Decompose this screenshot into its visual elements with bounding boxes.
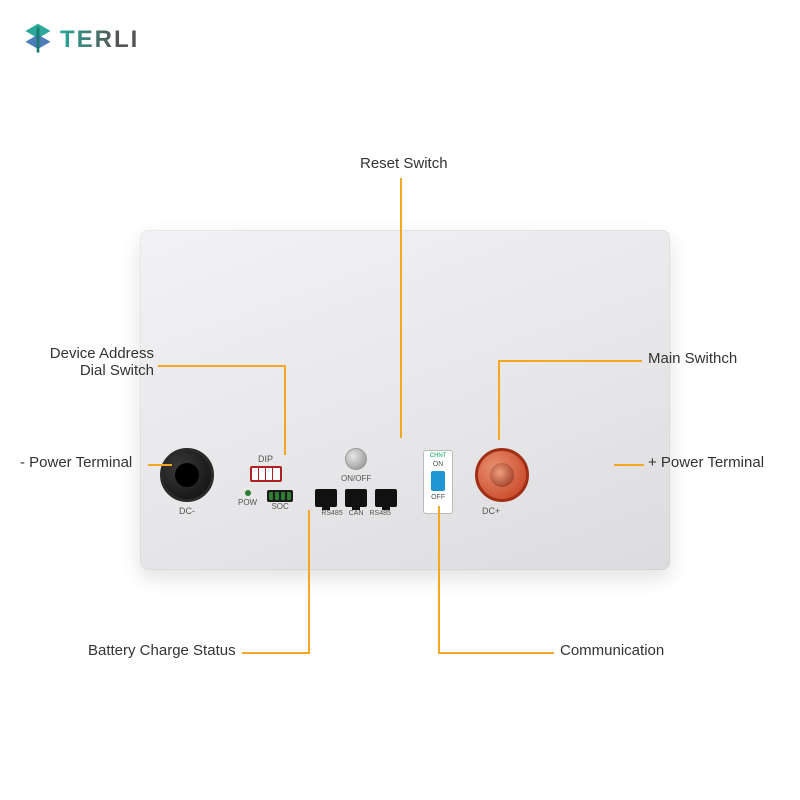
dc-pos-label: DC+ [482,506,500,516]
breaker-on-label: ON [424,461,452,468]
can-port[interactable] [345,489,367,507]
leader-pos [614,464,644,466]
leader-soc-h [242,652,310,654]
main-switch-breaker[interactable]: CHNT ON OFF [423,450,453,514]
callout-neg: - Power Terminal [20,454,132,471]
device-enclosure: DC- DIP POW SOC ON/OFF [140,230,670,570]
soc-label: SOC [271,502,288,511]
onoff-label: ON/OFF [315,474,397,483]
dip-switch[interactable] [250,466,282,482]
leader-main-h [498,360,642,362]
leader-neg [148,464,172,466]
front-panel: DC- DIP POW SOC ON/OFF [160,422,650,542]
port2-label: CAN [349,510,364,517]
negative-terminal-group: DC- [160,448,214,516]
positive-terminal-group: DC+ [453,448,529,516]
leader-comm-v [438,506,440,654]
reset-switch-knob[interactable] [345,448,367,470]
pow-label: POW [238,498,257,507]
leader-comm-h [438,652,554,654]
logo-text: TERLI [60,26,139,54]
rs485-port-1[interactable] [315,489,337,507]
leader-dip-v [284,365,286,455]
callout-reset: Reset Switch [360,155,448,172]
breaker-off-label: OFF [424,494,452,501]
comm-ports-group: ON/OFF RS485 CAN RS485 [315,448,397,517]
breaker-brand: CHNT [424,451,452,459]
callout-dip: Device Address Dial Switch [44,345,154,379]
soc-led-bar [267,490,293,502]
callout-soc: Battery Charge Status [88,642,236,659]
callout-main: Main Swithch [648,350,737,367]
breaker-toggle[interactable] [431,471,445,491]
leader-soc-v [308,510,310,654]
dip-label: DIP [238,454,293,464]
callout-pos: + Power Terminal [648,454,764,471]
port3-label: RS485 [370,510,391,517]
pow-led-group: POW [238,490,257,511]
leader-main-v [498,360,500,440]
brand-logo: TERLI [20,22,139,58]
dip-switch-group: DIP POW SOC [238,454,293,511]
callout-comm: Communication [560,642,664,659]
power-led-icon [245,490,251,496]
leader-dip-h [158,365,286,367]
dc-negative-terminal[interactable] [160,448,214,502]
port1-label: RS485 [321,510,342,517]
rs485-port-2[interactable] [375,489,397,507]
dc-neg-label: DC- [179,506,195,516]
logo-mark-icon [20,22,56,58]
leader-reset [400,178,402,438]
soc-led-group: SOC [267,490,293,511]
dc-positive-terminal[interactable] [475,448,529,502]
main-breaker-group: CHNT ON OFF [397,450,453,514]
